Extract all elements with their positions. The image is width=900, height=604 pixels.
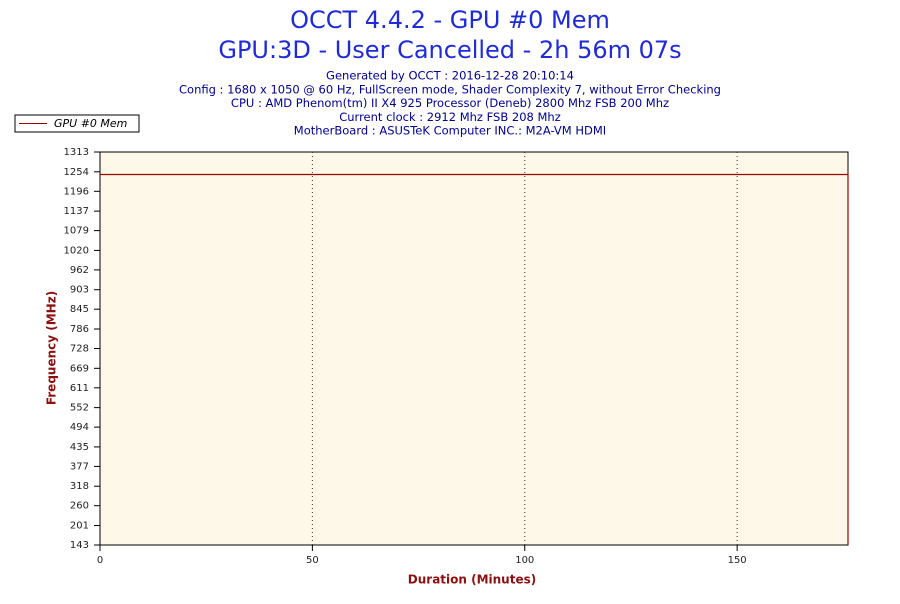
data-line <box>100 173 849 545</box>
info-line: MotherBoard : ASUSTeK Computer INC.: M2A… <box>294 124 606 138</box>
y-tick-label: 1313 <box>64 147 89 158</box>
x-tick-label: 150 <box>728 555 747 566</box>
y-axis-label: Frequency (MHz) <box>45 291 59 405</box>
info-line: CPU : AMD Phenom(tm) II X4 925 Processor… <box>231 96 669 110</box>
legend-box <box>14 114 140 133</box>
y-tick-label: 1254 <box>64 167 89 178</box>
y-tick-label: 1137 <box>64 206 89 217</box>
plot-area <box>99 151 849 546</box>
info-line: Current clock : 2912 Mhz FSB 208 Mhz <box>339 110 561 124</box>
info-line: Config : 1680 x 1050 @ 60 Hz, FullScreen… <box>179 82 721 96</box>
y-tick-label: 1020 <box>64 245 89 256</box>
x-tick-label: 50 <box>306 555 319 566</box>
y-tick-label: 552 <box>70 403 89 414</box>
y-tick-label: 1079 <box>64 226 89 237</box>
y-tick-label: 845 <box>70 304 89 315</box>
y-tick-label: 962 <box>70 265 89 276</box>
y-tick-label: 201 <box>70 521 89 532</box>
y-tick-label: 1196 <box>64 186 89 197</box>
legend-label: GPU #0 Mem <box>54 117 127 130</box>
y-tick-label: 435 <box>70 442 89 453</box>
x-axis-label: Duration (Minutes) <box>408 573 536 587</box>
y-tick-label: 903 <box>70 285 89 296</box>
y-tick-label: 143 <box>70 540 89 551</box>
x-tick-label: 0 <box>97 555 103 566</box>
chart-subtitle: GPU:3D - User Cancelled - 2h 56m 07s <box>218 36 681 64</box>
info-line: Generated by OCCT : 2016-12-28 20:10:14 <box>326 69 574 83</box>
chart-title: OCCT 4.4.2 - GPU #0 Mem <box>290 6 610 34</box>
y-tick-label: 669 <box>70 363 89 374</box>
y-tick-label: 260 <box>70 501 89 512</box>
y-tick-label: 728 <box>70 344 89 355</box>
x-tick-label: 100 <box>515 555 534 566</box>
y-tick-label: 494 <box>70 422 89 433</box>
y-tick-label: 611 <box>70 383 89 394</box>
y-tick-label: 377 <box>70 461 89 472</box>
y-tick-label: 786 <box>70 324 89 335</box>
y-tick-label: 318 <box>70 481 89 492</box>
